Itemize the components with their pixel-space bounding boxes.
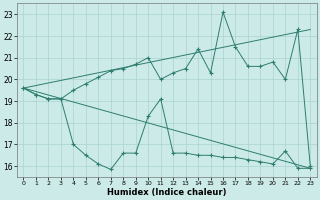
X-axis label: Humidex (Indice chaleur): Humidex (Indice chaleur) <box>107 188 227 197</box>
